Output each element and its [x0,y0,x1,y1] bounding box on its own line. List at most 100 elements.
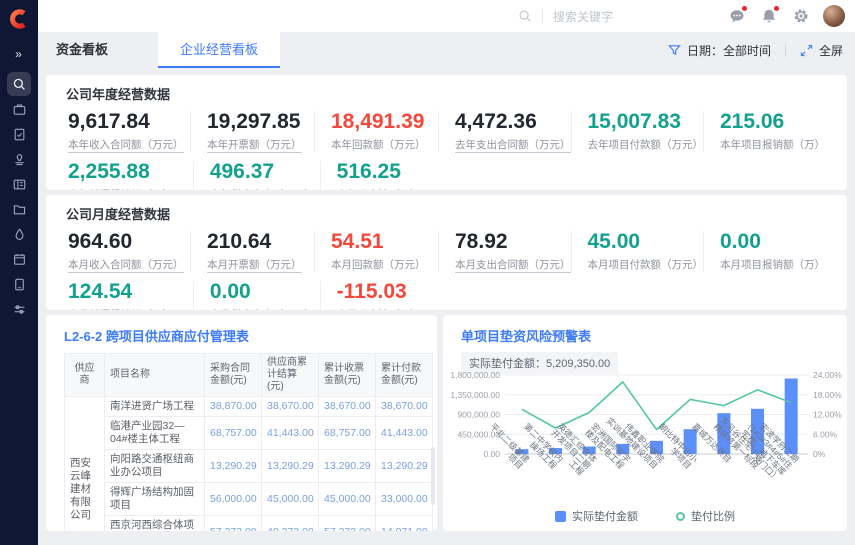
kpi-value: 45.00 [587,230,641,253]
kpi-cell: 964.60 本月收入合同额（万元） [66,231,190,273]
kpi-label-text[interactable]: 去年支出合同额（万元） [455,139,571,153]
kpi-cell: 215.06 本年项目报销额（万） [703,111,827,152]
bar-swatch-icon [555,510,566,522]
amount-cell[interactable]: 45,000.00 [261,482,319,516]
fullscreen-icon [800,44,813,56]
amount-cell[interactable]: 57,273.00 [204,515,262,531]
amount-cell[interactable]: 41,443.00 [261,416,319,450]
ratio-line [521,381,792,431]
amount-cell[interactable]: 57,273.00 [318,515,376,531]
amount-cell[interactable]: 68,757.00 [204,416,262,450]
ink-icon[interactable] [7,222,31,246]
tab-enterprise-board[interactable]: 企业经营看板 [158,32,281,68]
folder-icon[interactable] [7,197,31,221]
kpi-label: 本年回款额（万元） [331,137,438,152]
svg-text:6.00%: 6.00% [813,429,838,439]
sidebar-icon-list [7,71,31,322]
table-scrollbar[interactable] [431,447,435,505]
x-axis-label: 宏波学府二期（1#2#3#4#5#住宅楼、地下车库及门口） [729,412,801,484]
amount-cell[interactable]: 33,000.00 [375,482,433,516]
legend-item[interactable]: 垫付比例 [676,508,735,524]
schedule-icon[interactable] [7,247,31,271]
column-header: 累计收票金额(元) [318,353,376,397]
amount-cell[interactable]: 41,443.00 [375,416,433,450]
ledger-icon[interactable] [7,172,31,196]
amount-cell[interactable]: 68,757.00 [318,416,376,450]
monthly-data-card: 公司月度经营数据 964.60 本月收入合同额（万元） 210.64 本月开票额（万元… [46,195,847,310]
search-icon [519,10,531,22]
kpi-cell: 4,472.36 去年支出合同额（万元） [438,111,571,153]
kpi-label-text: 本月回款额（万元） [331,259,426,271]
search-input[interactable]: 搜索关键字 [553,9,614,24]
kpi-value: 9,617.84 [68,110,150,133]
report-icon[interactable] [7,122,31,146]
kpi-label-text[interactable]: 本月收入合同额（万元） [68,259,184,273]
amount-cell[interactable]: 38,670.00 [261,396,319,417]
amount-cell[interactable]: 56,000.00 [204,482,262,516]
kpi-cell: 210.64 本月开票额（万元） [190,231,314,273]
kpi-cell: 0.00 本月税金支出（万元） [192,281,320,310]
kpi-label-text[interactable]: 本月支出合同额（万元） [455,259,571,273]
kpi-label-text: 本年回款额（万元） [331,139,426,151]
stamp-icon[interactable] [7,147,31,171]
legend-label: 实际垫付金额 [572,511,638,523]
bar [751,408,764,454]
kpi-value: 54.51 [331,230,384,253]
kpi-cell: 54.51 本月回款额（万元） [314,231,438,272]
kpi-label: 本年项目报销额（万） [720,137,827,152]
bar [515,449,529,454]
kpi-label-text[interactable]: 本年税金支出（万元） [209,189,315,190]
amount-cell[interactable]: 13,290.29 [318,449,376,483]
fullscreen-button[interactable]: 全屏 [818,43,843,58]
device-icon[interactable] [7,272,31,296]
chat-icon[interactable] [728,6,747,25]
legend-item[interactable]: 实际垫付金额 [555,508,638,524]
avatar[interactable] [823,5,845,27]
column-header: 采购合同金额(元) [204,353,262,397]
line-swatch-icon [676,511,685,521]
kpi-value: 78.92 [455,230,508,253]
date-filter[interactable]: 日期：全部时间 [686,43,771,58]
kpi-value: 124.54 [68,280,133,303]
sidebar-expand-icon[interactable]: » [15,47,23,61]
kpi-label: 本月现金流（万） [337,307,447,310]
supplier-cell: 西安云峰建材有限公司 [64,396,105,531]
amount-cell[interactable]: 38,670.00 [375,396,433,417]
top-header: 搜索关键字 [38,0,855,32]
kpi-label-text[interactable]: 本月部门报销额（万） [68,309,173,310]
kpi-label-text[interactable]: 本年收入合同额（万元） [68,139,184,153]
bell-icon[interactable] [760,6,779,25]
supplier-payable-card: L2-6-2 跨项目供应商应付管理表 供应商 项目名称 采购合同金额(元) 供应商累计… [46,315,437,531]
flow-icon[interactable] [7,297,31,321]
card-title: 公司月度经营数据 [66,207,171,222]
bar [784,378,798,454]
kpi-label: 本月收入合同额（万元） [68,257,190,273]
amount-cell[interactable]: 38,670.00 [318,396,376,417]
amount-cell[interactable]: 45,000.00 [318,482,376,516]
bar [582,446,596,454]
gear-icon[interactable] [792,7,810,25]
project-name-cell: 向阳路交通枢纽商业办公项目 [104,449,205,483]
table-title: L2-6-2 跨项目供应商应付管理表 [64,329,249,344]
tab-funds-board[interactable]: 资金看板 [56,42,109,57]
search-icon[interactable] [7,72,31,96]
amount-cell[interactable]: 13,290.29 [375,449,433,483]
kpi-label: 本年税金支出（万元） [209,187,320,190]
kpi-cell: 45.00 本月项目付款额（万元） [570,230,703,272]
kpi-label-text[interactable]: 本月税金支出（万元） [209,309,315,310]
kpi-label-text: 本月项目报销额（万） [720,259,825,271]
kpi-label-text[interactable]: 本年开票额（万元） [207,139,302,153]
kpi-label-text: 本月现金流（万） [337,309,421,310]
amount-cell[interactable]: 38,870.00 [204,396,262,417]
amount-cell[interactable]: 13,290.29 [204,449,262,483]
amount-cell[interactable]: 40,273.00 [261,515,319,531]
kpi-label-text[interactable]: 本月开票额（万元） [207,259,302,273]
amount-cell[interactable]: 13,290.29 [261,449,319,483]
kpi-label: 本月支出合同额（万元） [455,257,571,273]
amount-cell[interactable]: 14,071.00 [375,515,433,531]
kpi-cell: 2,255.88 本年部门报销额（万） [66,161,193,190]
global-search[interactable]: 搜索关键字 [518,8,673,25]
kpi-label-text[interactable]: 本年部门报销额（万） [68,189,173,190]
project-name-cell: 得辉广场结构加固项目 [104,482,205,516]
office-icon[interactable] [7,97,31,121]
